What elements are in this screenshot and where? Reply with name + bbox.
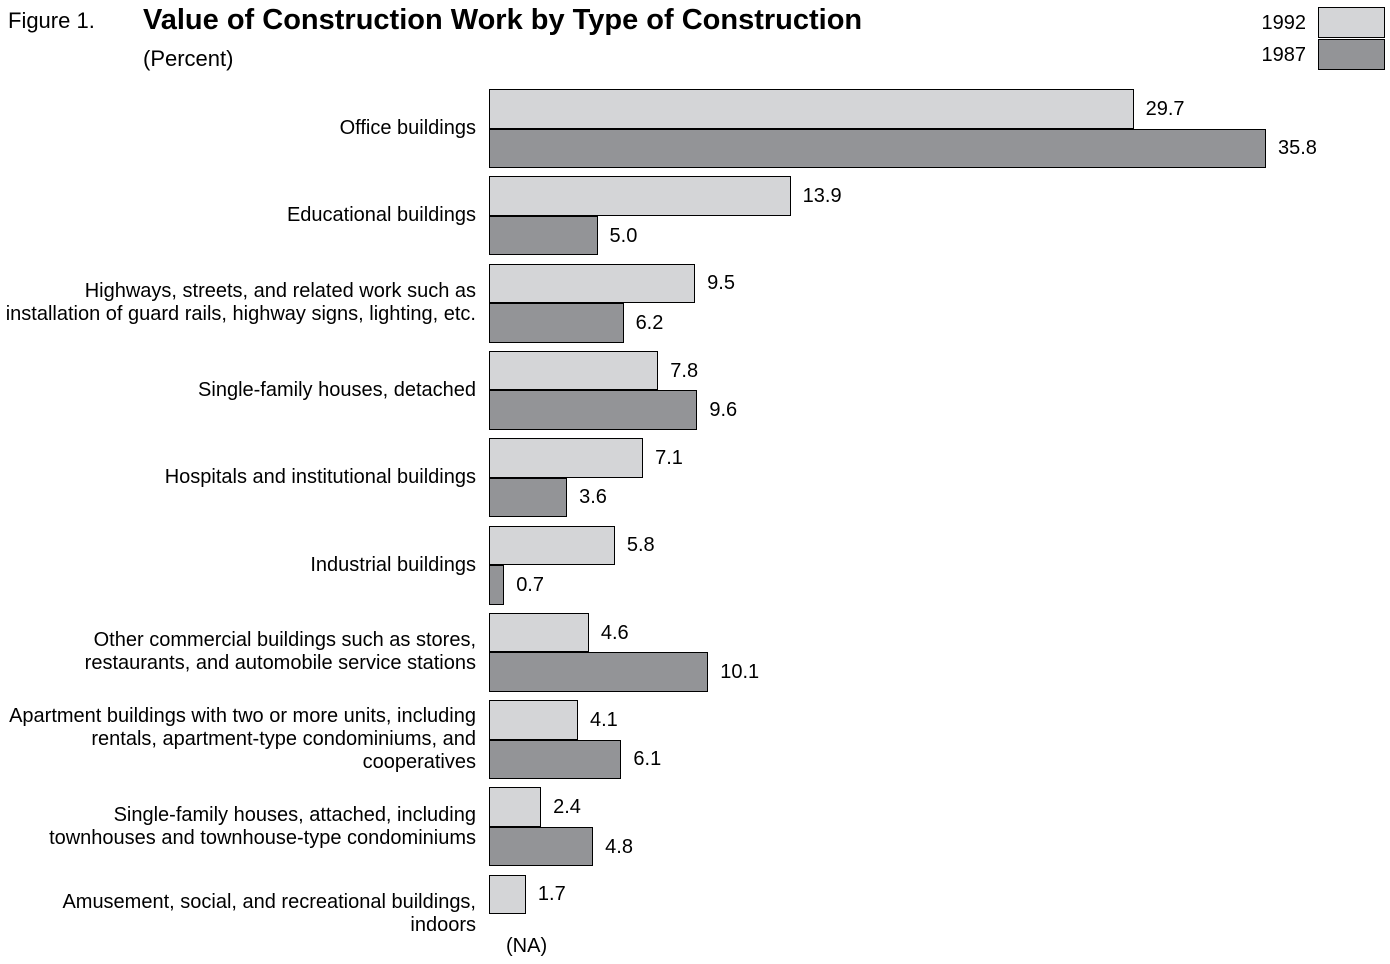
bar <box>489 438 644 478</box>
value-label: 3.6 <box>579 486 607 509</box>
figure-label: Figure 1. <box>8 8 95 33</box>
category-label: Industrial buildings <box>310 553 476 576</box>
category-label: Other commercial buildings such as store… <box>84 629 476 675</box>
value-label: 7.1 <box>655 446 683 469</box>
bar <box>489 263 696 304</box>
value-label: 4.8 <box>605 835 633 858</box>
bar <box>489 612 589 653</box>
legend-label: 1992 <box>1261 12 1307 34</box>
bar <box>489 303 624 343</box>
value-label: 1.7 <box>537 883 566 906</box>
category-label: Hospitals and institutional buildings <box>164 466 476 489</box>
bar <box>489 350 659 391</box>
bar <box>489 176 791 216</box>
legend-swatch <box>1318 39 1385 70</box>
value-label: 5.0 <box>609 224 638 247</box>
value-label: (NA) <box>506 934 548 957</box>
legend-swatch <box>1318 7 1385 38</box>
value-label: 13.9 <box>802 185 842 208</box>
value-label: 6.2 <box>635 311 664 334</box>
bar <box>489 477 568 518</box>
bar <box>489 390 698 430</box>
bar <box>489 874 526 915</box>
category-label: Office buildings <box>339 117 476 139</box>
bar <box>489 215 598 256</box>
value-label: 9.5 <box>707 272 735 295</box>
category-label: Single-family houses, detached <box>198 378 476 401</box>
value-label: 7.8 <box>670 359 699 382</box>
legend-label: 1987 <box>1261 44 1307 66</box>
bar <box>489 787 542 827</box>
chart-title: Value of Construction Work by Type of Co… <box>143 4 863 36</box>
bar <box>489 739 622 780</box>
value-label: 29.7 <box>1145 97 1185 120</box>
category-label: Educational buildings <box>286 204 476 227</box>
value-label: 10.1 <box>720 661 760 684</box>
category-label: Amusement, social, and recreational buil… <box>62 891 476 937</box>
bar <box>489 826 594 867</box>
bar <box>489 652 709 692</box>
value-label: 4.1 <box>589 708 618 731</box>
bar <box>489 128 1266 168</box>
value-label: 35.8 <box>1278 137 1317 160</box>
value-label: 6.1 <box>633 748 662 771</box>
bar <box>489 525 615 565</box>
category-label: Apartment buildings with two or more uni… <box>9 705 476 774</box>
value-label: 0.7 <box>516 573 544 596</box>
chart-subtitle: (Percent) <box>143 46 234 71</box>
value-label: 4.6 <box>600 621 629 644</box>
category-label: Single-family houses, attached, includin… <box>49 803 476 849</box>
bar <box>489 700 578 740</box>
value-label: 9.6 <box>709 399 738 422</box>
value-label: 2.4 <box>553 796 581 819</box>
category-label: Highways, streets, and related work such… <box>5 280 476 326</box>
value-label: 5.8 <box>626 534 655 557</box>
bar <box>489 565 505 605</box>
bar <box>489 89 1134 129</box>
